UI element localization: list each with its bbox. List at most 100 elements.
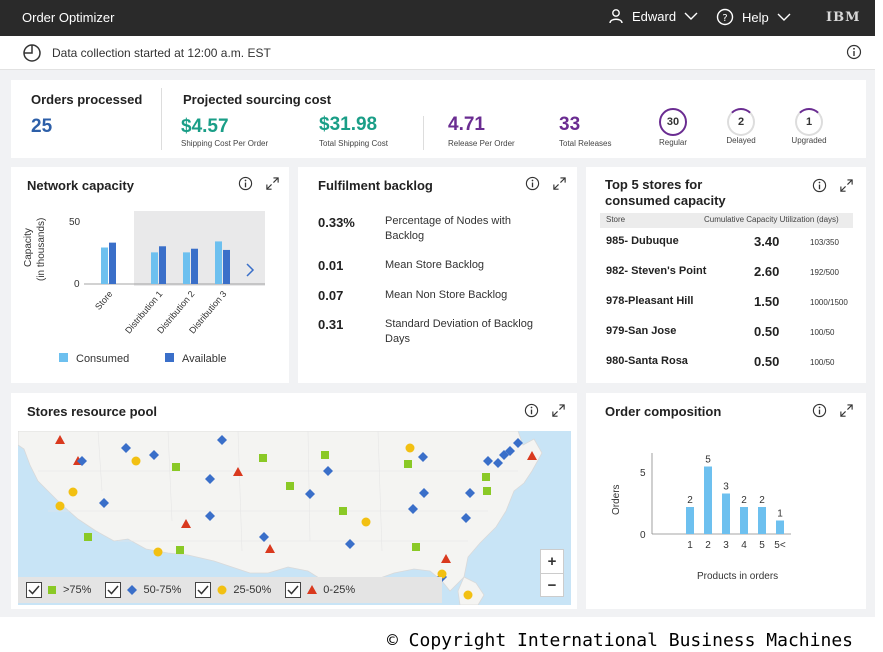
expand-icon[interactable]	[552, 176, 567, 191]
help-menu[interactable]: ? Help	[716, 8, 791, 26]
store-marker-medium-high[interactable]	[305, 489, 315, 499]
store-marker-medium-high[interactable]	[77, 456, 87, 466]
info-icon[interactable]	[525, 176, 540, 191]
expand-icon[interactable]	[839, 403, 854, 418]
user-menu[interactable]: Edward	[608, 8, 698, 24]
store-marker-high[interactable]	[259, 454, 267, 462]
bar[interactable]	[722, 493, 730, 535]
store-marker-medium-low[interactable]	[437, 569, 447, 579]
legend-filter-high[interactable]: >75%	[26, 582, 91, 598]
expand-icon[interactable]	[265, 176, 280, 191]
store-marker-medium-high[interactable]	[465, 488, 475, 498]
checkbox[interactable]	[195, 582, 212, 598]
store-marker-low[interactable]	[265, 544, 275, 553]
store-marker-medium-low[interactable]	[68, 487, 78, 497]
store-marker-medium-high[interactable]	[345, 539, 355, 549]
store-marker-medium-high[interactable]	[408, 504, 418, 514]
info-icon[interactable]	[846, 44, 862, 60]
bar[interactable]	[704, 466, 712, 535]
store-marker-high[interactable]	[412, 543, 420, 551]
table-header: Store Cumulative Capacity Utilization (d…	[600, 213, 853, 228]
store-marker-medium-low[interactable]	[463, 590, 473, 600]
bar-available[interactable]	[109, 242, 116, 284]
legend-label: 0-25%	[323, 584, 356, 596]
bar-consumed[interactable]	[215, 241, 222, 284]
store-marker-low[interactable]	[441, 554, 451, 563]
store-marker-high[interactable]	[482, 473, 490, 481]
store-marker-medium-high[interactable]	[418, 452, 428, 462]
info-icon[interactable]	[812, 403, 827, 418]
store-marker-medium-high[interactable]	[493, 458, 503, 468]
checkmark-icon	[287, 585, 299, 595]
store-marker-high[interactable]	[483, 487, 491, 495]
store-marker-medium-high[interactable]	[513, 438, 523, 448]
bar-available[interactable]	[223, 249, 230, 284]
legend-filter-low[interactable]: 0-25%	[285, 582, 355, 598]
info-icon[interactable]	[238, 176, 253, 191]
store-marker-medium-high[interactable]	[499, 450, 509, 460]
bar[interactable]	[758, 507, 766, 534]
store-marker-medium-high[interactable]	[205, 511, 215, 521]
store-marker-high[interactable]	[404, 460, 412, 468]
store-marker-low[interactable]	[55, 435, 65, 444]
store-marker-medium-high[interactable]	[419, 488, 429, 498]
bar-value-label: 1	[777, 509, 783, 520]
info-icon[interactable]	[812, 178, 827, 193]
card-title: consumed capacity	[605, 193, 726, 208]
store-marker-high[interactable]	[339, 507, 347, 515]
store-marker-high[interactable]	[321, 451, 329, 459]
info-icon[interactable]	[524, 403, 539, 418]
store-marker-medium-high[interactable]	[205, 474, 215, 484]
bar[interactable]	[776, 520, 784, 535]
bar-consumed[interactable]	[151, 252, 158, 284]
bar[interactable]	[686, 507, 694, 534]
expand-icon[interactable]	[551, 403, 566, 418]
expand-icon[interactable]	[839, 178, 854, 193]
bar-value-label: 2	[759, 495, 765, 506]
backlog-value: 0.31	[318, 317, 344, 332]
store-marker-medium-high[interactable]	[483, 456, 493, 466]
store-marker-high[interactable]	[286, 482, 294, 490]
store-marker-medium-high[interactable]	[461, 513, 471, 523]
legend-filter-medium-low[interactable]: 25-50%	[195, 582, 271, 598]
bar-consumed[interactable]	[101, 247, 108, 285]
store-marker-low[interactable]	[527, 451, 537, 460]
store-marker-low[interactable]	[181, 519, 191, 528]
store-marker-medium-high[interactable]	[217, 435, 227, 445]
bar-consumed[interactable]	[183, 252, 190, 284]
zoom-out-button[interactable]: −	[541, 573, 563, 596]
us-map[interactable]	[18, 431, 571, 605]
store-marker-medium-low[interactable]	[361, 517, 371, 527]
chevron-down-icon	[777, 13, 791, 21]
store-marker-medium-low[interactable]	[131, 456, 141, 466]
store-marker-medium-high[interactable]	[99, 498, 109, 508]
triangle-marker-icon	[307, 585, 318, 594]
bar[interactable]	[740, 507, 748, 534]
store-marker-high[interactable]	[176, 546, 184, 554]
store-marker-medium-high[interactable]	[259, 532, 269, 542]
bar-available[interactable]	[191, 248, 198, 284]
store-marker-medium-low[interactable]	[405, 443, 415, 453]
y-tick-label: 0	[74, 279, 80, 290]
checkbox[interactable]	[26, 582, 42, 598]
x-tick-label: 3	[723, 540, 729, 551]
store-marker-medium-low[interactable]	[153, 547, 163, 557]
card-title: Stores resource pool	[27, 404, 158, 419]
checkbox[interactable]	[105, 582, 122, 598]
bar-value-label: 2	[741, 495, 747, 506]
store-marker-low[interactable]	[233, 467, 243, 476]
bar-available[interactable]	[159, 246, 166, 284]
column-header-store: Store	[606, 215, 626, 224]
zoom-in-button[interactable]: +	[547, 553, 557, 570]
store-marker-high[interactable]	[84, 533, 92, 541]
store-marker-high[interactable]	[172, 463, 180, 471]
metric-value: 33	[559, 114, 581, 135]
store-marker-medium-high[interactable]	[149, 450, 159, 460]
checkbox[interactable]	[285, 582, 302, 598]
store-marker-medium-high[interactable]	[323, 466, 333, 476]
chevron-right-icon[interactable]	[246, 263, 255, 277]
ring-label: Delayed	[726, 136, 756, 145]
store-marker-medium-high[interactable]	[121, 443, 131, 453]
legend-filter-medium-high[interactable]: 50-75%	[105, 582, 181, 598]
store-marker-medium-low[interactable]	[55, 501, 65, 511]
